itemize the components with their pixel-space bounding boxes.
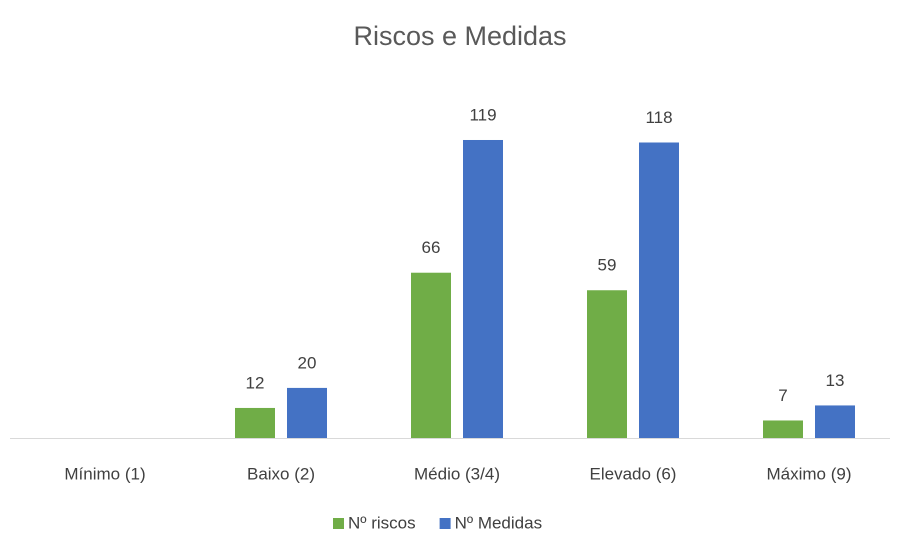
x-tick-label: Médio (3/4) bbox=[414, 464, 500, 483]
bar bbox=[815, 405, 855, 438]
bar bbox=[763, 420, 803, 438]
bar bbox=[463, 139, 503, 439]
bar bbox=[235, 407, 275, 438]
bar bbox=[287, 387, 327, 438]
data-label: 13 bbox=[826, 371, 845, 390]
data-label: 7 bbox=[778, 386, 787, 405]
legend-swatch bbox=[439, 518, 451, 529]
bar bbox=[587, 290, 627, 438]
legend-label: Nº riscos bbox=[348, 513, 416, 532]
x-tick-label: Máximo (9) bbox=[766, 464, 851, 483]
legend-swatch bbox=[333, 518, 344, 529]
legend-label: Nº Medidas bbox=[455, 513, 542, 532]
bar bbox=[411, 272, 451, 438]
x-tick-label: Elevado (6) bbox=[590, 464, 677, 483]
data-label: 12 bbox=[246, 373, 265, 392]
data-label: 118 bbox=[645, 108, 672, 127]
bar bbox=[639, 142, 679, 438]
data-label: 59 bbox=[598, 256, 617, 275]
x-tick-label: Mínimo (1) bbox=[64, 464, 145, 483]
x-tick-label: Baixo (2) bbox=[247, 464, 315, 483]
data-label: 66 bbox=[422, 238, 441, 257]
data-label: 20 bbox=[298, 353, 317, 372]
chart-title: Riscos e Medidas bbox=[353, 21, 566, 51]
data-label: 119 bbox=[469, 105, 496, 124]
